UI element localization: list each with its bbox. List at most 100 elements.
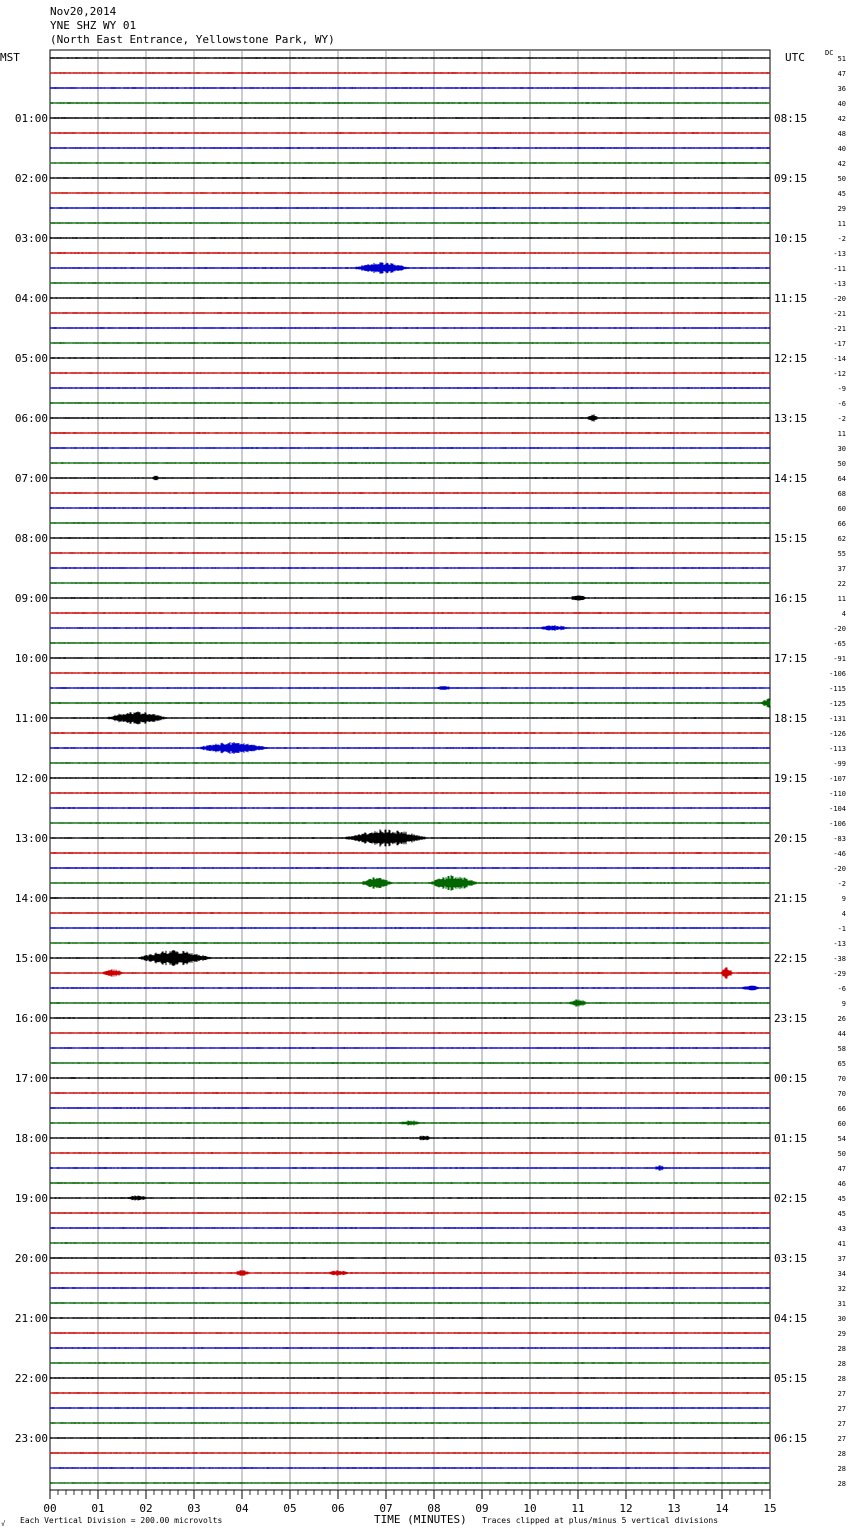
dc-offset-label: 43: [838, 1225, 846, 1233]
seismic-trace: [49, 657, 771, 659]
left-hour-label: 08:00: [15, 532, 48, 545]
seismic-trace: [49, 387, 771, 389]
seismic-trace: [49, 999, 771, 1007]
seismic-trace: [49, 1302, 771, 1304]
x-tick-label: 09: [475, 1502, 488, 1515]
seismic-trace: [49, 1120, 771, 1126]
dc-offset-label: 51: [838, 55, 846, 63]
seismic-trace: [49, 357, 771, 359]
seismic-trace: [49, 1227, 771, 1229]
right-hour-label: 01:15: [774, 1132, 807, 1145]
seismic-trace: [49, 492, 771, 494]
dc-offset-label: -110: [829, 790, 846, 798]
seismic-trace: [49, 967, 771, 979]
dc-offset-label: 32: [838, 1285, 846, 1293]
dc-offset-label: 55: [838, 550, 846, 558]
dc-offset-label: -131: [829, 715, 846, 723]
right-hour-label: 08:15: [774, 112, 807, 125]
seismic-trace: [49, 1062, 771, 1064]
dc-offset-label: -6: [838, 985, 846, 993]
x-tick-label: 06: [331, 1502, 344, 1515]
right-hour-label: 18:15: [774, 712, 807, 725]
seismic-trace: [49, 942, 771, 944]
dc-offset-label: -46: [833, 850, 846, 858]
seismic-trace: [49, 777, 771, 779]
dc-offset-label: 11: [838, 220, 846, 228]
seismic-trace: [49, 192, 771, 194]
seismic-trace: [49, 462, 771, 464]
seismic-trace: [49, 829, 771, 847]
dc-offset-label: -20: [833, 295, 846, 303]
seismic-trace: [49, 537, 771, 539]
seismic-trace: [49, 1362, 771, 1364]
x-tick-label: 12: [619, 1502, 632, 1515]
dc-offset-label: -13: [833, 940, 846, 948]
dc-offset-label: 50: [838, 1150, 846, 1158]
dc-offset-label: -14: [833, 355, 846, 363]
dc-offset-label: -1: [838, 925, 846, 933]
dc-offset-label: 66: [838, 1105, 846, 1113]
x-tick-label: 07: [379, 1502, 392, 1515]
right-hour-label: 14:15: [774, 472, 807, 485]
left-hour-label: 23:00: [15, 1432, 48, 1445]
dc-offset-label: -2: [838, 235, 846, 243]
dc-offset-label: 27: [838, 1405, 846, 1413]
x-tick-label: 01: [91, 1502, 104, 1515]
trace-layer: [49, 57, 771, 1484]
left-hour-label: 09:00: [15, 592, 48, 605]
dc-offset-label: 64: [838, 475, 846, 483]
left-hour-label: 14:00: [15, 892, 48, 905]
dc-offset-label: 34: [838, 1270, 846, 1278]
seismic-trace: [49, 177, 771, 179]
x-tick-label: 03: [187, 1502, 200, 1515]
seismic-trace: [49, 625, 771, 631]
dc-offset-label: 41: [838, 1240, 846, 1248]
dc-offset-label: -17: [833, 340, 846, 348]
right-hour-label: 19:15: [774, 772, 807, 785]
dc-offset-label: 9: [842, 895, 846, 903]
seismic-trace: [49, 807, 771, 809]
seismic-trace: [49, 927, 771, 929]
dc-offset-label: -115: [829, 685, 846, 693]
right-hour-label: 06:15: [774, 1432, 807, 1445]
dc-offset-label: 29: [838, 1330, 846, 1338]
seismic-trace: [49, 414, 771, 422]
right-hour-label: 11:15: [774, 292, 807, 305]
dc-offset-label: 65: [838, 1060, 846, 1068]
seismic-trace: [49, 792, 771, 794]
dc-offset-label: 68: [838, 490, 846, 498]
dc-offset-label: 4: [842, 910, 846, 918]
seismic-trace: [49, 1047, 771, 1049]
seismic-trace: [49, 912, 771, 914]
dc-offset-label: 28: [838, 1360, 846, 1368]
seismic-trace: [49, 1212, 771, 1214]
seismic-trace: [49, 102, 771, 104]
seismic-trace: [49, 950, 771, 966]
seismic-trace: [49, 162, 771, 164]
left-hour-label: 11:00: [15, 712, 48, 725]
dc-offset-label: 29: [838, 205, 846, 213]
seismic-trace: [49, 1032, 771, 1034]
dc-offset-label: 66: [838, 520, 846, 528]
dc-offset-label: 37: [838, 1255, 846, 1263]
right-hour-label: 10:15: [774, 232, 807, 245]
dc-offset-label: -9: [838, 385, 846, 393]
dc-offset-label: -125: [829, 700, 846, 708]
dc-offset-label: 47: [838, 1165, 846, 1173]
left-hour-label: 17:00: [15, 1072, 48, 1085]
seismic-trace: [49, 852, 771, 854]
right-hour-label: 16:15: [774, 592, 807, 605]
seismic-trace: [49, 1077, 771, 1079]
seismic-trace: [49, 642, 771, 644]
dc-offset-label: 62: [838, 535, 846, 543]
dc-offset-label: 40: [838, 100, 846, 108]
seismic-trace: [49, 612, 771, 614]
right-hour-label: 17:15: [774, 652, 807, 665]
right-hour-label: 12:15: [774, 352, 807, 365]
dc-offset-label: 28: [838, 1375, 846, 1383]
x-tick-label: 02: [139, 1502, 152, 1515]
x-tick-label: 10: [523, 1502, 536, 1515]
seismic-trace: [49, 132, 771, 134]
seismic-trace: [49, 1152, 771, 1154]
